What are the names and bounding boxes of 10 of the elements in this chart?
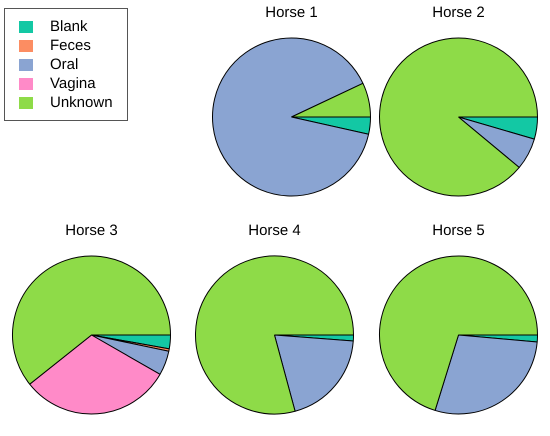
legend-label: Unknown (50, 93, 113, 112)
chart-title: Horse 5 (431, 222, 486, 239)
chart-title: Horse 3 (64, 222, 119, 239)
chart-title: Horse 2 (431, 4, 486, 21)
legend-label: Blank (50, 17, 88, 36)
chart-title: Horse 4 (247, 222, 302, 239)
legend-label: Oral (50, 55, 78, 74)
legend-label: Feces (50, 36, 91, 55)
legend-label: Vagina (50, 74, 96, 93)
chart-title: Horse 1 (264, 4, 319, 21)
